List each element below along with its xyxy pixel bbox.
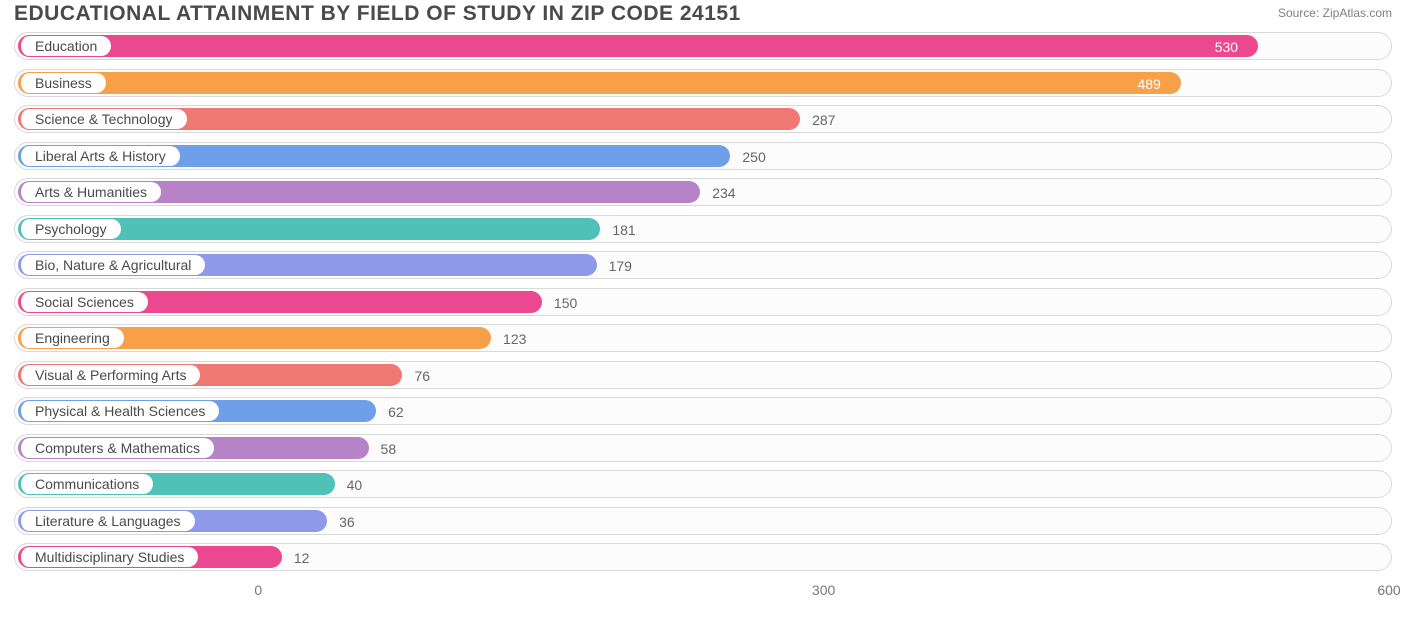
category-label: Multidisciplinary Studies <box>19 547 198 567</box>
x-axis: 0300600 <box>14 580 1392 604</box>
value-label: 36 <box>339 508 355 536</box>
category-label: Business <box>19 73 106 93</box>
table-row: Arts & Humanities 234 <box>14 178 1392 206</box>
table-row: Liberal Arts & History 250 <box>14 142 1392 170</box>
value-label: 40 <box>347 471 363 499</box>
category-label: Arts & Humanities <box>19 182 161 202</box>
value-label: 12 <box>294 544 310 572</box>
category-label: Liberal Arts & History <box>19 146 180 166</box>
value-label: 530 <box>1215 33 1238 61</box>
category-label: Science & Technology <box>19 109 187 129</box>
table-row: Computers & Mathematics 58 <box>14 434 1392 462</box>
category-label: Literature & Languages <box>19 511 195 531</box>
table-row: Visual & Performing Arts 76 <box>14 361 1392 389</box>
value-label: 287 <box>812 106 835 134</box>
category-label: Physical & Health Sciences <box>19 401 219 421</box>
table-row: Bio, Nature & Agricultural 179 <box>14 251 1392 279</box>
x-tick: 600 <box>1377 582 1400 598</box>
table-row: Physical & Health Sciences 62 <box>14 397 1392 425</box>
value-label: 150 <box>554 289 577 317</box>
category-label: Bio, Nature & Agricultural <box>19 255 205 275</box>
value-label: 62 <box>388 398 404 426</box>
x-tick: 0 <box>254 582 262 598</box>
bar-chart: Education 530 Business 489 Science & Technol… <box>0 32 1406 571</box>
table-row: Education 530 <box>14 32 1392 60</box>
category-label: Social Sciences <box>19 292 148 312</box>
chart-source: Source: ZipAtlas.com <box>1278 2 1392 20</box>
chart-header: EDUCATIONAL ATTAINMENT BY FIELD OF STUDY… <box>0 0 1406 32</box>
table-row: Engineering 123 <box>14 324 1392 352</box>
table-row: Communications 40 <box>14 470 1392 498</box>
value-label: 58 <box>381 435 397 463</box>
category-label: Engineering <box>19 328 124 348</box>
value-label: 234 <box>712 179 735 207</box>
value-label: 179 <box>609 252 632 280</box>
bar-fill <box>18 72 1181 94</box>
table-row: Multidisciplinary Studies 12 <box>14 543 1392 571</box>
x-tick: 300 <box>812 582 835 598</box>
value-label: 76 <box>414 362 430 390</box>
category-label: Computers & Mathematics <box>19 438 214 458</box>
table-row: Psychology 181 <box>14 215 1392 243</box>
value-label: 250 <box>742 143 765 171</box>
category-label: Visual & Performing Arts <box>19 365 200 385</box>
value-label: 123 <box>503 325 526 353</box>
table-row: Social Sciences 150 <box>14 288 1392 316</box>
category-label: Psychology <box>19 219 121 239</box>
value-label: 181 <box>612 216 635 244</box>
table-row: Literature & Languages 36 <box>14 507 1392 535</box>
bar-fill <box>18 35 1258 57</box>
chart-title: EDUCATIONAL ATTAINMENT BY FIELD OF STUDY… <box>14 2 741 26</box>
value-label: 489 <box>1137 70 1160 98</box>
table-row: Business 489 <box>14 69 1392 97</box>
table-row: Science & Technology 287 <box>14 105 1392 133</box>
category-label: Communications <box>19 474 153 494</box>
category-label: Education <box>19 36 111 56</box>
